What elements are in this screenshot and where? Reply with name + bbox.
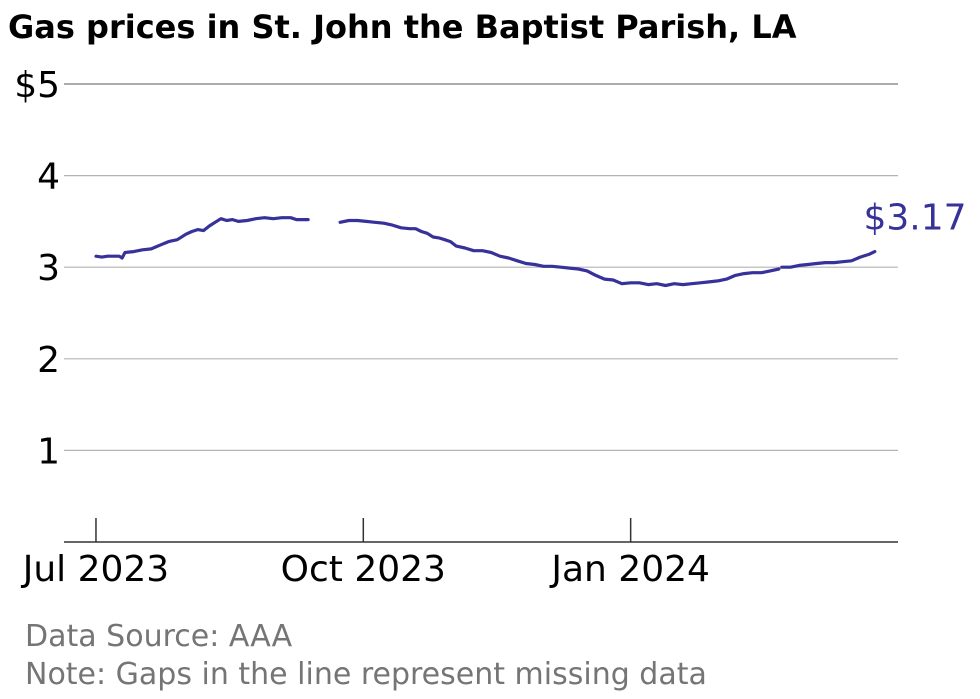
x-tick-label: Jan 2024 [549, 549, 710, 590]
series-gas-price [94, 216, 877, 288]
line-segment-1 [94, 216, 310, 260]
y-axis-ticks: 1 2 3 4 $5 [14, 65, 60, 472]
footnote: Note: Gaps in the line represent missing… [25, 657, 707, 692]
x-tick-label: Jul 2023 [21, 549, 170, 590]
chart-title: Gas prices in St. John the Baptist Paris… [8, 8, 797, 46]
last-value-label: $3.17 [863, 198, 966, 239]
line-segment-2 [338, 218, 781, 288]
x-axis-ticks: Jul 2023 Oct 2023 Jan 2024 [21, 518, 710, 590]
line-segment-3 [780, 250, 877, 269]
y-tick-label: 3 [37, 248, 60, 289]
gridlines [64, 83, 898, 451]
y-tick-label: 1 [37, 431, 60, 472]
y-tick-label: $5 [14, 65, 60, 106]
y-tick-label: 2 [37, 340, 60, 381]
x-tick-label: Oct 2023 [281, 549, 446, 590]
y-tick-label: 4 [37, 157, 60, 198]
data-source: Data Source: AAA [25, 619, 293, 654]
